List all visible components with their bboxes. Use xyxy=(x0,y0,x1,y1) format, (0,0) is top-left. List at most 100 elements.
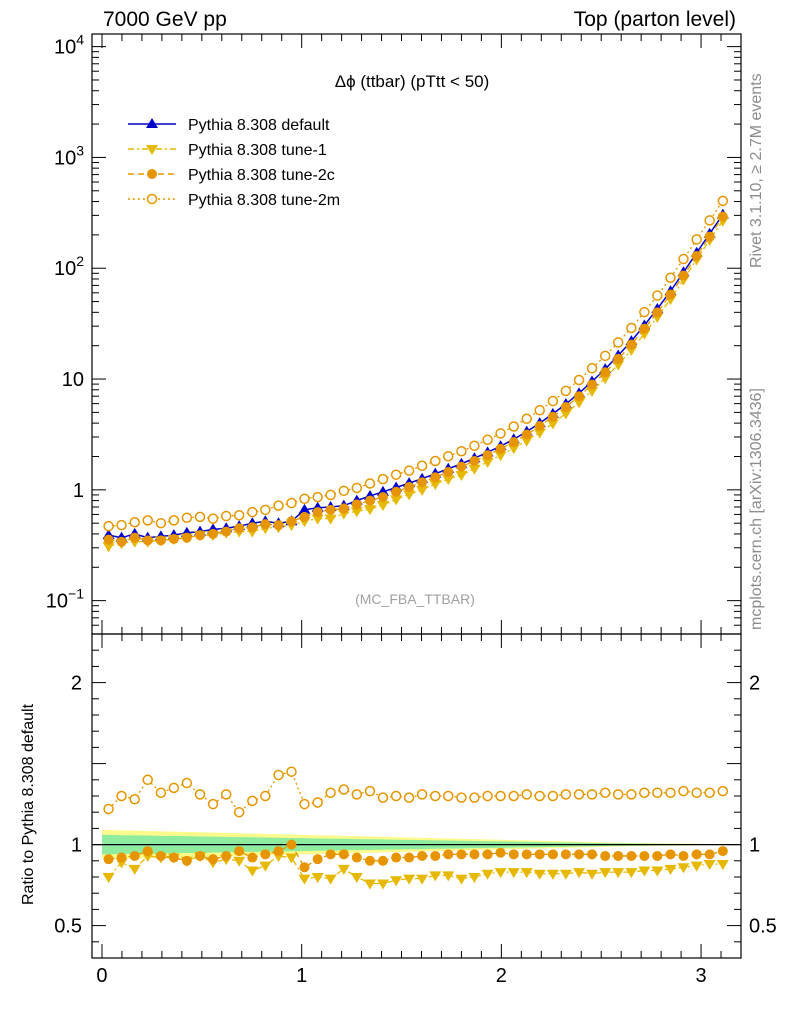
ratio-point-series-0 xyxy=(128,864,141,875)
ratio-point-series-2 xyxy=(573,789,585,800)
data-point-series-1 xyxy=(546,419,559,430)
ratio-point-series-0 xyxy=(337,864,350,875)
series-line-3 xyxy=(108,200,724,527)
ratio-point-series-1 xyxy=(351,852,362,863)
data-point-series-1 xyxy=(376,500,389,511)
data-point-series-2 xyxy=(142,535,153,546)
data-point-series-3 xyxy=(586,363,598,374)
data-point-series-3 xyxy=(260,504,271,516)
data-point-series-2 xyxy=(417,477,428,488)
data-point-series-2 xyxy=(155,535,166,546)
ratio-point-series-2 xyxy=(312,797,323,808)
ratio-point-series-2 xyxy=(194,789,206,800)
ratio-point-series-2 xyxy=(247,795,258,807)
ratio-point-series-2 xyxy=(181,777,193,789)
data-point-series-3 xyxy=(573,374,585,386)
data-point-series-2 xyxy=(456,461,467,472)
data-point-series-2 xyxy=(443,466,454,477)
legend: Pythia 8.308 default Pythia 8.308 tune-1 P… xyxy=(128,117,340,209)
ratio-point-series-1 xyxy=(404,852,415,863)
data-point-series-2 xyxy=(717,211,728,222)
ratio-point-series-0 xyxy=(638,866,651,877)
data-point-series-1 xyxy=(363,505,376,516)
legend-marker-2 xyxy=(147,169,157,179)
ratio-point-series-0 xyxy=(599,868,612,879)
ratio-point-series-0 xyxy=(703,860,716,871)
data-point-series-2 xyxy=(665,289,676,300)
ratio-point-series-1 xyxy=(430,850,441,861)
ratio-point-series-1 xyxy=(482,849,493,860)
ratio-point-series-1 xyxy=(508,849,519,860)
ratio-point-series-2 xyxy=(652,787,663,799)
data-point-series-3 xyxy=(377,473,389,485)
ratio-point-series-1 xyxy=(495,847,506,858)
y-tick-label: 10−1 xyxy=(46,586,84,613)
process-label: Top (parton level) xyxy=(573,8,736,31)
ratio-y-tick-label: 0.5 xyxy=(54,916,82,938)
data-point-series-2 xyxy=(691,250,702,261)
ratio-point-series-0 xyxy=(546,869,559,880)
ratio-point-series-1 xyxy=(181,855,192,866)
data-point-series-3 xyxy=(338,485,350,497)
data-point-series-3 xyxy=(678,253,689,265)
x-tick-label: 2 xyxy=(496,965,507,987)
ratio-point-series-2 xyxy=(103,803,114,815)
data-point-series-2 xyxy=(430,472,441,483)
ratio-point-series-1 xyxy=(312,854,323,865)
data-point-series-3 xyxy=(430,455,441,467)
data-point-series-2 xyxy=(129,532,140,543)
legend-label-1: Pythia 8.308 tune-1 xyxy=(188,142,327,159)
ratio-point-series-1 xyxy=(613,850,624,861)
ratio-point-series-0 xyxy=(285,853,298,864)
data-point-series-0 xyxy=(298,503,311,514)
data-point-series-2 xyxy=(195,530,206,541)
ratio-point-series-2 xyxy=(495,790,506,802)
ratio-point-series-2 xyxy=(155,787,167,799)
data-point-series-2 xyxy=(364,495,375,506)
ratio-point-series-1 xyxy=(286,839,297,850)
ratio-point-series-1 xyxy=(273,846,284,857)
data-point-series-3 xyxy=(351,482,363,494)
ratio-point-series-0 xyxy=(716,860,729,871)
ratio-point-series-1 xyxy=(338,849,349,860)
data-point-series-2 xyxy=(574,391,585,402)
ratio-point-series-0 xyxy=(520,868,533,879)
ratio-point-series-2 xyxy=(665,787,676,799)
ratio-point-series-0 xyxy=(442,871,455,882)
data-point-series-3 xyxy=(286,497,297,509)
ratio-point-series-1 xyxy=(260,849,271,860)
ratio-point-series-1 xyxy=(626,850,637,861)
data-point-series-3 xyxy=(599,350,611,362)
energy-label: 7000 GeV pp xyxy=(103,8,227,31)
data-point-series-2 xyxy=(652,307,663,318)
data-point-series-2 xyxy=(613,353,624,364)
data-point-series-2 xyxy=(351,499,362,510)
data-point-series-2 xyxy=(495,443,506,454)
data-point-series-3 xyxy=(416,460,428,471)
data-point-series-1 xyxy=(324,514,337,525)
ratio-point-series-2 xyxy=(626,789,637,800)
ratio-point-series-1 xyxy=(142,846,153,857)
ratio-point-series-1 xyxy=(391,852,402,863)
ratio-point-series-2 xyxy=(377,792,389,803)
data-point-series-1 xyxy=(455,471,468,482)
data-point-series-2 xyxy=(103,534,114,545)
ratio-point-series-2 xyxy=(416,789,428,800)
data-point-series-3 xyxy=(273,500,284,511)
legend-label-0: Pythia 8.308 default xyxy=(188,117,330,134)
ratio-plot-panel: 0 1 2 3 0.5 0.5 1 1 2 2 xyxy=(54,620,777,987)
ratio-point-series-2 xyxy=(639,787,650,799)
data-point-series-3 xyxy=(626,322,637,334)
ratio-point-series-1 xyxy=(534,849,545,860)
data-point-series-3 xyxy=(495,428,506,439)
ratio-point-series-1 xyxy=(704,849,715,860)
data-point-series-2 xyxy=(181,532,192,543)
ratio-point-series-0 xyxy=(298,874,311,885)
ratio-point-series-0 xyxy=(625,868,638,879)
legend-marker-3 xyxy=(146,193,158,205)
ratio-point-series-0 xyxy=(429,871,442,882)
ratio-point-series-1 xyxy=(364,855,375,866)
data-point-series-1 xyxy=(416,485,429,496)
ratio-y-tick-label-right: 2 xyxy=(749,673,760,695)
ratio-point-series-0 xyxy=(586,869,599,880)
